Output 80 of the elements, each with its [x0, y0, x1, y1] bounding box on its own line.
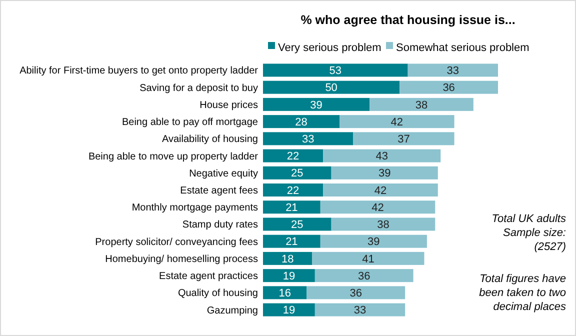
data-label: 38 — [377, 219, 390, 232]
bar — [263, 269, 315, 282]
bar — [400, 80, 498, 94]
y-tick-label: House prices — [200, 100, 258, 111]
data-label: 50 — [325, 82, 338, 94]
data-label: 39 — [368, 236, 380, 248]
bar — [306, 286, 406, 300]
bar — [353, 132, 454, 146]
y-tick-label: Estate agent practices — [159, 271, 258, 282]
bar — [263, 286, 307, 300]
y-tick-label: Estate agent fees — [180, 186, 258, 196]
bar — [263, 80, 400, 94]
data-label: 33 — [354, 304, 366, 317]
annotation: Total UK adults Sample size: (2527) — [492, 213, 566, 253]
data-label: 21 — [286, 202, 298, 214]
data-label: 19 — [282, 304, 296, 317]
data-label: 36 — [442, 82, 455, 94]
bar — [323, 149, 441, 162]
y-tick-label: Homebuying/ homeselling process — [105, 254, 258, 265]
data-label: 42 — [390, 116, 404, 128]
bar — [263, 218, 332, 231]
bar — [314, 269, 414, 282]
bar — [263, 234, 320, 248]
data-label: 16 — [278, 288, 291, 300]
data-label: 36 — [350, 288, 362, 300]
data-label: 22 — [286, 184, 300, 197]
y-tick-label: Monthly mortgage payments — [132, 202, 258, 214]
bar — [263, 132, 354, 146]
y-tick-label: Gazumping — [206, 305, 258, 316]
y-tick-label: Quality of housing — [178, 288, 258, 300]
annotation: Total figures have been taken to two decimal places — [479, 273, 566, 313]
data-label: 41 — [362, 253, 374, 266]
data-label: 33 — [302, 134, 314, 146]
bar — [320, 200, 436, 214]
bar — [263, 98, 370, 111]
bar — [263, 183, 324, 196]
chart-title: % who agree that housing issue is... — [300, 13, 516, 27]
data-label: 25 — [291, 168, 304, 180]
bar — [340, 115, 454, 128]
bar — [331, 218, 436, 231]
bar — [323, 183, 438, 196]
y-tick-label: Saving for a deposit to buy — [140, 82, 258, 94]
bar — [263, 166, 332, 180]
data-label: 42 — [372, 202, 384, 214]
bar — [320, 234, 427, 248]
bar — [263, 252, 312, 265]
y-tick-label: Being able to move up property ladder — [88, 151, 259, 162]
bar — [263, 200, 320, 214]
bar — [331, 166, 438, 180]
data-label: 18 — [281, 253, 294, 266]
data-label: 39 — [310, 99, 322, 112]
y-tick-label: Ability for First-time buyers to get onto property ladder — [20, 66, 259, 77]
legend-label: Very serious problem — [278, 42, 382, 54]
bar — [263, 149, 324, 162]
data-label: 53 — [329, 65, 342, 78]
y-tick-label: Stamp duty rates — [182, 220, 258, 231]
data-label: 43 — [376, 150, 388, 163]
legend-label: Somewhat serious problem — [396, 42, 530, 54]
data-label: 33 — [446, 65, 460, 78]
data-label: 39 — [378, 168, 391, 180]
data-label: 38 — [415, 99, 428, 112]
data-label: 36 — [358, 270, 370, 282]
data-label: 21 — [286, 236, 298, 248]
data-label: 19 — [282, 270, 296, 282]
data-label: 22 — [286, 150, 300, 163]
y-tick-label: Availability of housing — [162, 134, 258, 146]
y-tick-label: Being able to pay off mortgage — [122, 117, 258, 128]
bar — [263, 115, 340, 128]
bar — [408, 64, 498, 77]
bar — [263, 303, 315, 316]
data-label: 25 — [291, 219, 304, 232]
data-label: 28 — [295, 116, 308, 128]
bar — [370, 98, 474, 111]
bar — [314, 303, 406, 316]
y-tick-label: Property solicitor/ conveyancing fees — [95, 236, 258, 248]
bar — [263, 64, 408, 77]
bar — [312, 252, 424, 265]
data-label: 37 — [398, 134, 410, 146]
data-label: 42 — [374, 184, 387, 197]
y-tick-label: Negative equity — [189, 168, 258, 180]
